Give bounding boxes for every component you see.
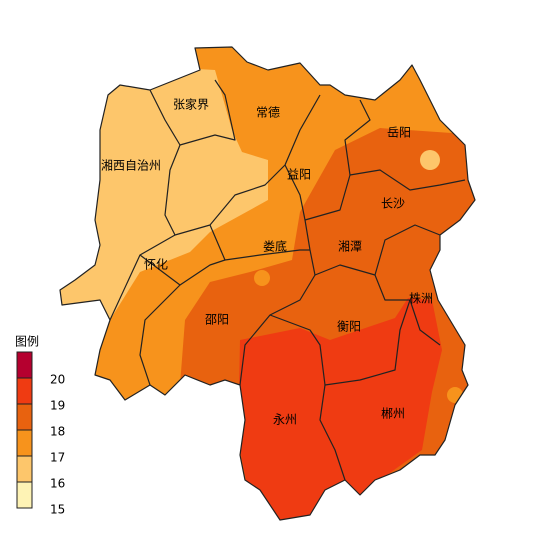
legend: 图例 20 19 18 17 16 15: [15, 335, 65, 517]
city-label: 岳阳: [387, 126, 411, 140]
boundaries: [59, 46, 476, 521]
city-label: 张家界: [173, 97, 209, 112]
zone: [254, 270, 270, 286]
city-label: 邵阳: [205, 313, 229, 327]
legend-label: 18: [50, 425, 65, 439]
legend-swatch: [16, 455, 33, 483]
city-border: [139, 254, 226, 286]
legend-swatch: [16, 429, 33, 457]
city-label: 怀化: [144, 258, 168, 272]
legend-label: 16: [50, 477, 65, 491]
city-label: 长沙: [381, 197, 405, 211]
zone: [420, 150, 440, 170]
city-border: [209, 224, 310, 261]
zone: [238, 298, 442, 520]
zone: [447, 387, 463, 403]
legend-label: 19: [50, 399, 65, 413]
city-border: [319, 384, 346, 481]
city-labels: 张家界 常德 岳阳 湘西自治州 益阳 长沙 娄底 湘潭 怀化 株洲 邵阳 衡阳 …: [101, 97, 433, 427]
city-border: [284, 99, 371, 221]
city-label: 湘西自治州: [101, 158, 161, 173]
legend-title: 图例: [15, 335, 39, 349]
city-label: 衡阳: [337, 320, 361, 334]
city-label: 常德: [256, 105, 280, 120]
city-label: 郴州: [381, 407, 405, 421]
city-label: 株洲: [409, 291, 433, 306]
city-border: [149, 79, 236, 146]
city-label: 湘潭: [338, 239, 362, 254]
legend-swatch: [16, 481, 33, 509]
city-border: [349, 169, 466, 191]
city-border: [139, 284, 181, 386]
legend-label: 15: [50, 503, 65, 517]
city-label: 益阳: [287, 168, 311, 182]
city-label: 娄底: [263, 239, 287, 254]
legend-swatch: [16, 351, 33, 379]
legend-swatch: [16, 377, 33, 405]
city-border: [304, 219, 441, 276]
legend-label: 17: [50, 451, 65, 465]
zone: [179, 119, 197, 137]
city-border: [269, 299, 411, 386]
city-border: [164, 94, 321, 236]
legend-swatch: [16, 403, 33, 431]
legend-label: 20: [50, 373, 65, 387]
city-label: 永州: [273, 413, 297, 427]
